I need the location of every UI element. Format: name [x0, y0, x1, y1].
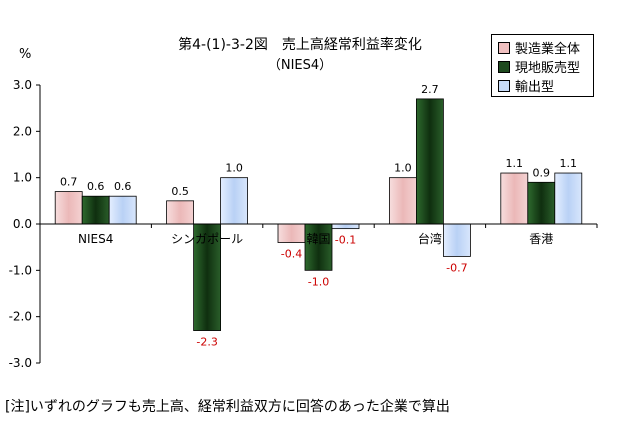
- y-tick-label: 1.0: [13, 171, 32, 185]
- chart-bars: [54, 98, 583, 331]
- legend-swatch-pink: [498, 41, 510, 54]
- bar-local-sales-type: [415, 98, 444, 225]
- legend-swatch-blue: [498, 79, 510, 92]
- bar-local-sales-type: [193, 223, 222, 331]
- bar-export-type: [108, 195, 137, 225]
- y-tick-label: 2.0: [13, 124, 32, 138]
- x-category-label: シンガポール: [171, 232, 243, 246]
- bar-local-sales-type: [304, 223, 333, 271]
- legend-item-manufacturing-total: 製造業全体: [498, 38, 593, 57]
- y-tick-label: -1.0: [9, 263, 32, 277]
- data-label: -1.0: [308, 275, 329, 288]
- x-category-label: NIES4: [78, 232, 113, 246]
- data-label: 1.0: [225, 162, 243, 175]
- bar-export-type: [331, 223, 360, 230]
- data-label: 0.7: [60, 176, 78, 189]
- y-tick-label: 3.0: [13, 78, 32, 92]
- data-label: 0.6: [87, 180, 105, 193]
- data-label: 0.5: [171, 185, 189, 198]
- chart-title: 第4-(1)-3-2図 売上高経常利益率変化: [178, 37, 422, 53]
- bar-manufacturing-total: [166, 200, 195, 225]
- footnote: [注]いずれのグラフも売上高、経常利益双方に回答のあった企業で算出: [5, 399, 450, 415]
- data-label: -0.7: [446, 261, 467, 274]
- x-category-label: 台湾: [418, 231, 442, 246]
- bar-manufacturing-total: [388, 177, 417, 225]
- y-tick-label: -2.0: [9, 310, 32, 324]
- chart-labels: 0.7 0.6 0.6 NIES4 0.5 -2.3 1.0 シンガポール -0.4 -1.0 -0…: [39, 83, 598, 349]
- data-label: -2.3: [196, 336, 217, 349]
- legend-item-local-sales-type: 現地販売型: [498, 57, 593, 76]
- bar-export-type: [220, 177, 249, 225]
- y-tick-label: -3.0: [9, 356, 32, 370]
- bar-export-type: [442, 223, 471, 257]
- bar-export-type: [554, 172, 583, 225]
- legend-swatch-green: [498, 60, 510, 73]
- chart-subtitle: （NIES4）: [267, 58, 333, 73]
- data-label: 1.1: [506, 157, 524, 170]
- data-label: -0.1: [335, 234, 356, 247]
- data-label: 2.7: [421, 83, 439, 96]
- bar-manufacturing-total: [500, 172, 529, 225]
- y-tick-label: 0.0: [13, 217, 32, 231]
- bar-local-sales-type: [527, 181, 556, 225]
- data-label: -0.4: [281, 248, 302, 261]
- legend-label: 現地販売型: [515, 61, 581, 76]
- data-label: 0.6: [114, 180, 132, 193]
- data-label: 0.9: [533, 166, 551, 179]
- bar-local-sales-type: [81, 195, 110, 225]
- bar-manufacturing-total: [277, 223, 306, 243]
- legend-item-export-type: 輸出型: [498, 76, 593, 95]
- x-category-label: 香港: [529, 232, 553, 246]
- chart-legend: 製造業全体 現地販売型 輸出型: [491, 34, 594, 97]
- x-category-label: 韓国: [306, 232, 330, 246]
- legend-label: 輸出型: [515, 80, 555, 95]
- bar-manufacturing-total: [54, 191, 83, 225]
- y-axis-unit-label: %: [19, 47, 32, 62]
- data-label: 1.1: [560, 157, 578, 170]
- chart-axes: 3.0 2.0 1.0 0.0 -1.0 -2.0 -3.0: [9, 78, 41, 370]
- legend-label: 製造業全体: [515, 42, 581, 57]
- data-label: 1.0: [394, 162, 412, 175]
